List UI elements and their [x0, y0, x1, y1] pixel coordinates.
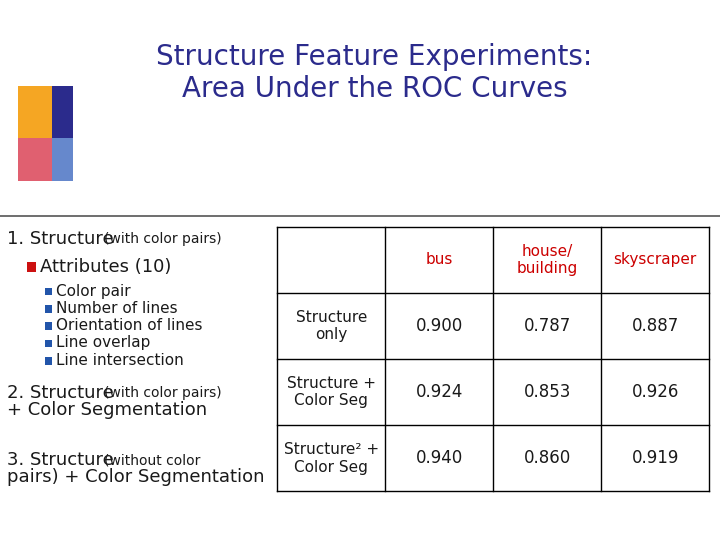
- Text: skyscraper: skyscraper: [613, 252, 697, 267]
- FancyBboxPatch shape: [45, 357, 52, 364]
- Text: Line intersection: Line intersection: [56, 353, 184, 368]
- FancyBboxPatch shape: [45, 322, 52, 330]
- Text: + Color Segmentation: + Color Segmentation: [7, 401, 207, 420]
- Text: (with color pairs): (with color pairs): [104, 232, 222, 246]
- Text: 0.887: 0.887: [631, 317, 679, 335]
- Text: house/
building: house/ building: [516, 244, 578, 276]
- Text: 0.860: 0.860: [523, 449, 571, 467]
- FancyBboxPatch shape: [45, 340, 52, 347]
- Text: Orientation of lines: Orientation of lines: [56, 318, 202, 333]
- Text: Area Under the ROC Curves: Area Under the ROC Curves: [181, 75, 567, 103]
- Text: Attributes (10): Attributes (10): [40, 258, 171, 276]
- Text: 3. Structure: 3. Structure: [7, 451, 120, 469]
- Text: Color pair: Color pair: [56, 284, 131, 299]
- FancyBboxPatch shape: [52, 138, 73, 181]
- FancyBboxPatch shape: [18, 86, 58, 138]
- Text: 0.900: 0.900: [415, 317, 463, 335]
- FancyBboxPatch shape: [52, 86, 73, 138]
- Text: Line overlap: Line overlap: [56, 335, 150, 350]
- Text: Structure +
Color Seg: Structure + Color Seg: [287, 376, 376, 408]
- FancyBboxPatch shape: [45, 288, 52, 295]
- Text: Structure Feature Experiments:: Structure Feature Experiments:: [156, 43, 593, 71]
- Text: (with color pairs): (with color pairs): [104, 386, 222, 400]
- Text: 2. Structure: 2. Structure: [7, 384, 120, 402]
- Text: Structure
only: Structure only: [295, 310, 367, 342]
- Text: 1. Structure: 1. Structure: [7, 230, 120, 248]
- Text: 0.926: 0.926: [631, 383, 679, 401]
- Text: (without color: (without color: [104, 453, 201, 467]
- FancyBboxPatch shape: [18, 138, 58, 181]
- Text: pairs) + Color Segmentation: pairs) + Color Segmentation: [7, 468, 265, 487]
- Text: Number of lines: Number of lines: [56, 301, 178, 316]
- Text: 0.940: 0.940: [415, 449, 463, 467]
- Text: Structure² +
Color Seg: Structure² + Color Seg: [284, 442, 379, 475]
- FancyBboxPatch shape: [27, 262, 36, 272]
- Text: 0.919: 0.919: [631, 449, 679, 467]
- FancyBboxPatch shape: [45, 305, 52, 313]
- Text: 0.924: 0.924: [415, 383, 463, 401]
- Text: bus: bus: [426, 252, 453, 267]
- Text: 0.787: 0.787: [523, 317, 571, 335]
- Text: 0.853: 0.853: [523, 383, 571, 401]
